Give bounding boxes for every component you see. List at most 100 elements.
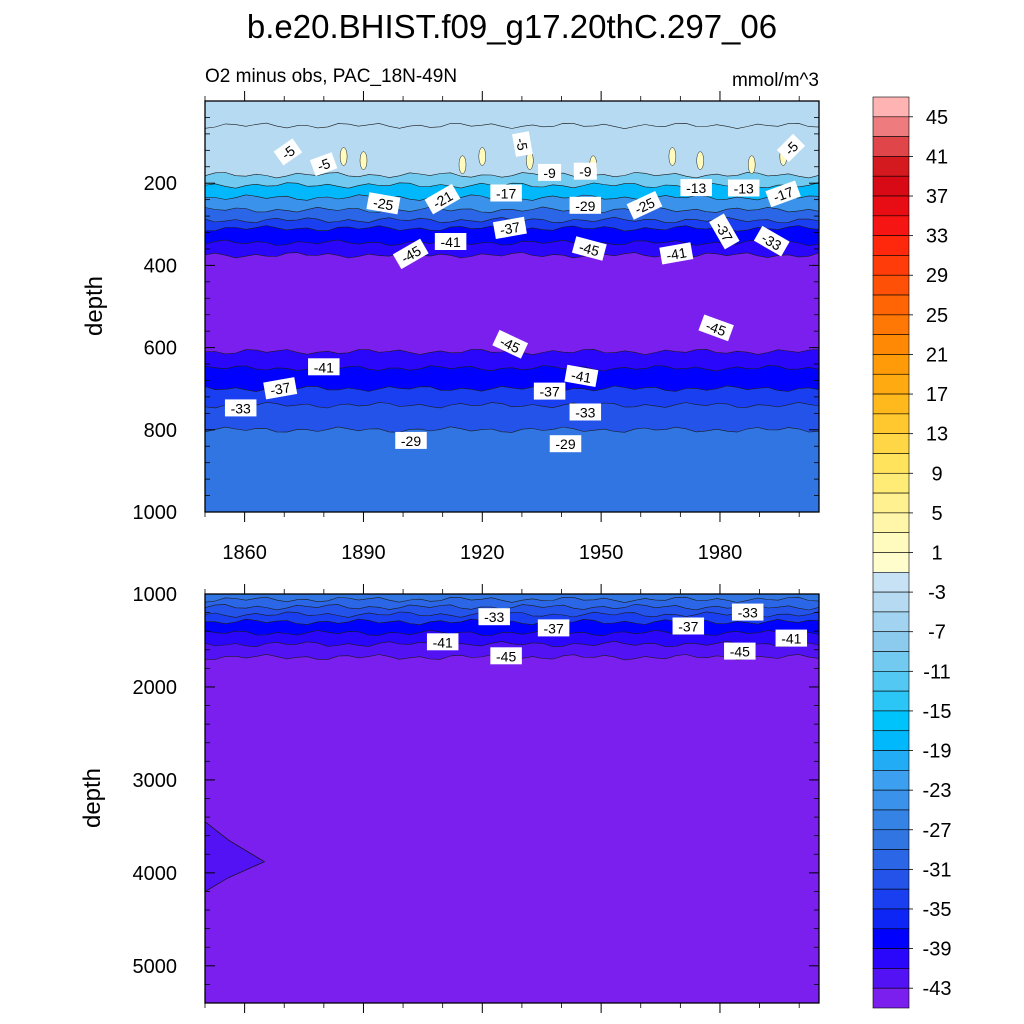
contour-label: -5 [273, 138, 303, 166]
contour-label-text: -5 [513, 137, 531, 152]
colorbar-swatch [872, 433, 910, 454]
contour-label-box [490, 184, 522, 202]
y-tick-label: 1000 [133, 584, 178, 606]
colorbar-swatch [872, 294, 910, 316]
positive-anomaly-spot [359, 151, 368, 170]
contour-label: -5 [776, 133, 806, 163]
contour-label: -13 [680, 179, 712, 197]
contour-label-box [309, 152, 338, 177]
contour-label: -33 [224, 399, 257, 417]
colorbar-swatch [872, 136, 910, 157]
colorbar-swatch [872, 651, 910, 672]
contour-line [205, 365, 819, 372]
upper-panel-frame [204, 100, 820, 513]
y-tick-label: 200 [144, 173, 177, 195]
contour-label-text: -33 [484, 609, 504, 625]
contour-band [205, 385, 819, 408]
colorbar-label: 21 [926, 344, 948, 366]
contour-label: -41 [434, 233, 467, 250]
colorbar-swatch [872, 552, 910, 573]
colorbar-swatch [872, 987, 910, 1009]
contour-line [205, 252, 819, 259]
colorbar-label: -39 [923, 939, 952, 961]
colorbar-swatch [872, 156, 910, 177]
colorbar: 45 41 37 33 29 25 21 17 13 9 5 1 -3 -7 -11 -15 -19 -23 -27… [872, 96, 952, 1009]
contour-label-box [273, 138, 303, 166]
contour-label-box [395, 431, 427, 449]
contour-label-text: -13 [686, 180, 706, 196]
colorbar-label: 17 [926, 384, 948, 406]
colorbar-swatch [872, 968, 910, 989]
upper-panel: -5-5-5 -5-9 -9-13 -13-17 -17-21-25 -25-29-37-… [81, 91, 820, 564]
contour-label-text: -41 [570, 367, 593, 386]
y-tick-label: 1000 [133, 502, 178, 524]
positive-anomaly-spot [339, 147, 348, 166]
contour-band [205, 206, 819, 223]
lower-panel: -33 -37 -37 -33 -41 -45 -45 -41 1000 2000 3000 400… [79, 584, 820, 1013]
upper-axis-ticks: 200 400 600 800 1000 1860 1890 1920 1950 1980 [133, 91, 819, 564]
colorbar-swatch [872, 690, 910, 712]
contour-line [205, 206, 819, 213]
colorbar-swatch [872, 770, 910, 791]
upper-panel-contours [205, 122, 819, 433]
contour-label-box [753, 225, 790, 257]
chart-title: b.e20.BHIST.f09_g17.20thC.297_06 [247, 8, 777, 45]
units-label: mmol/m^3 [732, 70, 819, 91]
colorbar-swatch [872, 195, 910, 217]
contour-label-box [573, 162, 597, 180]
contour-label-box [569, 196, 602, 214]
colorbar-swatch [872, 512, 910, 533]
contour-label: -41 [308, 358, 340, 376]
contour-label-text: -9 [579, 164, 592, 180]
colorbar-swatch [872, 591, 910, 613]
colorbar-swatch [872, 492, 910, 514]
contour-label-text: -41 [781, 631, 801, 647]
contour-band [205, 654, 819, 1003]
contour-label: -29 [395, 431, 427, 449]
y-tick-label: 2000 [133, 677, 178, 699]
colorbar-label: 9 [931, 463, 942, 485]
contour-label-text: -29 [575, 198, 595, 214]
contour-label-box [538, 163, 562, 181]
positive-anomaly-spot [458, 155, 467, 174]
contour-label: -9 [538, 163, 562, 181]
contour-line [205, 122, 819, 130]
contour-label-text: -25 [372, 194, 395, 213]
lower-axis-ticks: 1000 2000 3000 4000 5000 [133, 584, 819, 1013]
contour-label: -13 [727, 179, 760, 197]
contour-label: -33 [731, 603, 764, 621]
contour-label-box [434, 233, 467, 250]
colorbar-swatch [872, 789, 910, 811]
colorbar-swatch [872, 354, 910, 375]
contour-label-box [492, 329, 529, 359]
colorbar-label: -3 [928, 582, 946, 604]
contour-band [205, 349, 819, 372]
colorbar-label: 33 [926, 226, 948, 248]
contour-label: -9 [573, 162, 597, 180]
colorbar-swatch [872, 314, 910, 335]
contour-label-box [659, 242, 694, 265]
contour-label-box [724, 642, 756, 660]
contour-label: -45 [724, 642, 756, 660]
y-tick-label: 600 [144, 338, 177, 360]
lower-panel-contours [205, 596, 819, 892]
colorbar-swatch [872, 869, 910, 890]
contour-label-box [533, 382, 566, 400]
contour-label-text: -25 [632, 194, 657, 217]
x-tick-label: 1920 [460, 542, 505, 564]
contour-label: -41 [659, 242, 694, 265]
contour-band [205, 123, 819, 178]
contour-line [205, 385, 819, 392]
contour-band [205, 619, 819, 636]
contour-label-text: -37 [539, 384, 559, 400]
contour-label-box [776, 133, 806, 163]
contour-label: -41 [775, 629, 808, 647]
contour-label-text: -45 [730, 644, 750, 660]
contour-label-box [626, 190, 663, 220]
contour-label-box [727, 179, 760, 197]
contour-line [205, 618, 819, 626]
contour-label: -17 [765, 180, 801, 208]
contour-band [205, 194, 819, 213]
lower-panel-fill [205, 594, 819, 1003]
colorbar-label: 41 [926, 146, 948, 168]
